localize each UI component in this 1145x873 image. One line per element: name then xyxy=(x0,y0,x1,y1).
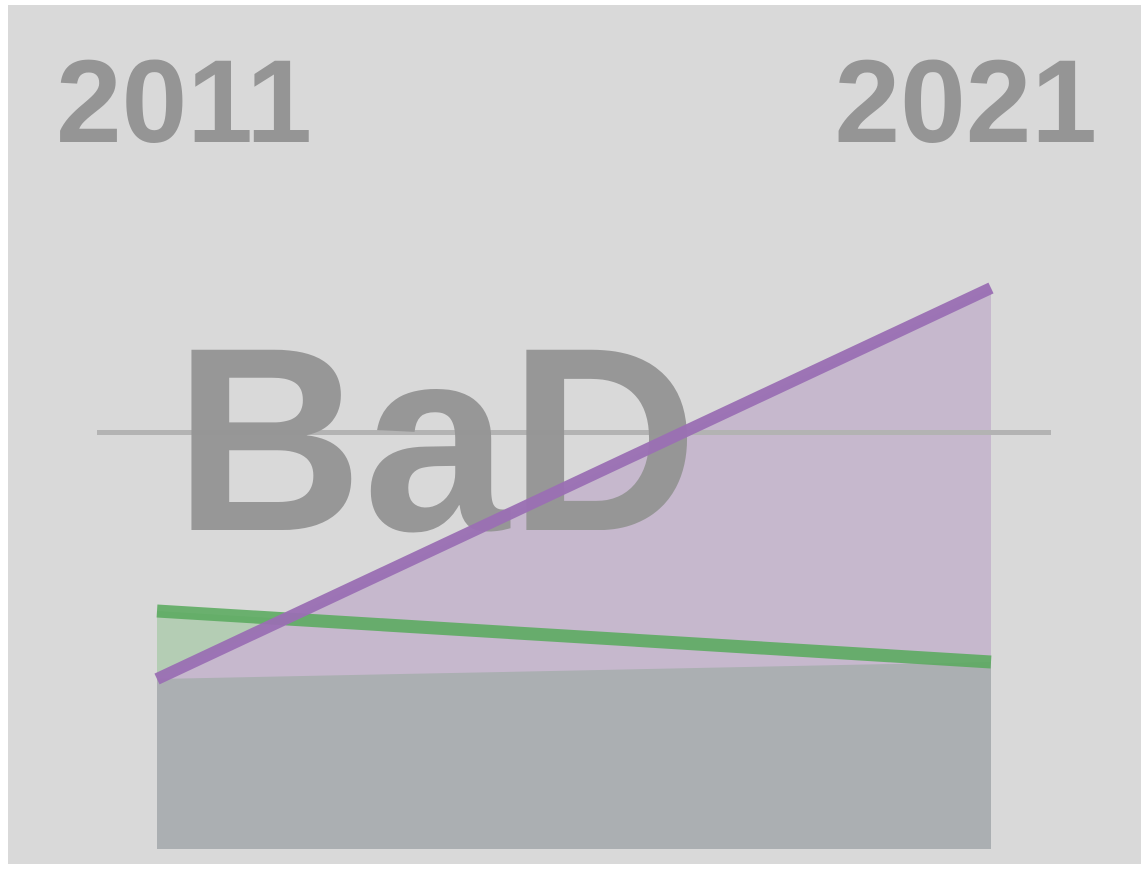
purple-series-line xyxy=(154,282,994,685)
chart-svg: BaD xyxy=(97,282,1051,849)
start-year-label: 2011 xyxy=(56,36,312,168)
overlap-area xyxy=(157,662,991,849)
end-year-label: 2021 xyxy=(834,36,1097,168)
center-word: BaD xyxy=(174,293,698,586)
chart-canvas: BaD 2011 2021 xyxy=(8,5,1141,864)
